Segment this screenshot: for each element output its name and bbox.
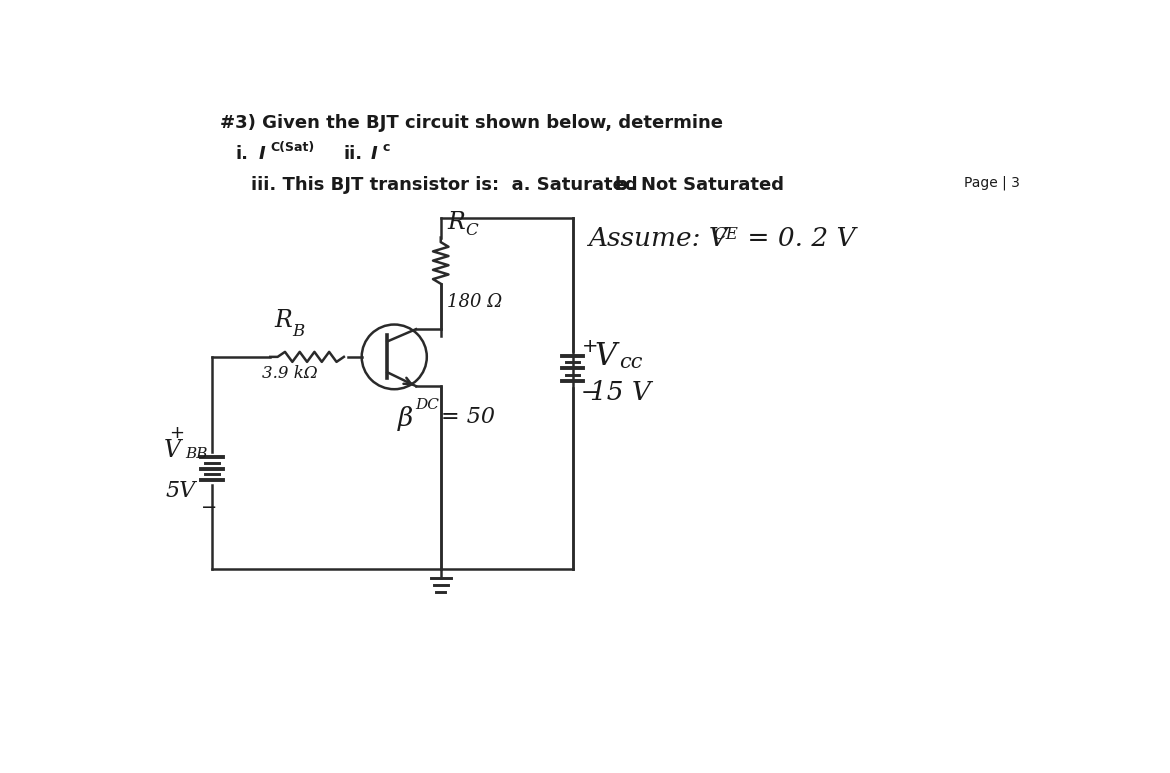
Text: #3) Given the BJT circuit shown below, determine: #3) Given the BJT circuit shown below, d… xyxy=(220,114,723,132)
Text: BB: BB xyxy=(185,447,207,461)
Text: R: R xyxy=(447,211,464,233)
Text: b. Not Saturated: b. Not Saturated xyxy=(615,176,784,194)
Text: −: − xyxy=(200,498,216,517)
Text: cc: cc xyxy=(619,353,642,372)
Text: = 0. 2 V: = 0. 2 V xyxy=(739,226,855,251)
Text: 15 V: 15 V xyxy=(590,380,651,405)
Text: Assume: V: Assume: V xyxy=(589,226,728,251)
Text: −: − xyxy=(580,383,599,403)
Text: ii.: ii. xyxy=(344,145,363,163)
Text: I: I xyxy=(371,145,378,163)
Text: β: β xyxy=(398,406,413,431)
Text: +: + xyxy=(170,424,185,442)
Text: V: V xyxy=(594,342,617,373)
Text: 180 Ω: 180 Ω xyxy=(447,293,502,311)
Text: V: V xyxy=(164,439,181,462)
Text: C(Sat): C(Sat) xyxy=(270,141,315,155)
Text: C: C xyxy=(466,222,479,239)
Text: 3.9 kΩ: 3.9 kΩ xyxy=(262,365,318,382)
Text: DC: DC xyxy=(415,398,439,413)
Text: iii. This BJT transistor is:  a. Saturated: iii. This BJT transistor is: a. Saturate… xyxy=(250,176,638,194)
Text: Page | 3: Page | 3 xyxy=(964,176,1020,190)
Text: R: R xyxy=(274,309,291,332)
Text: +: + xyxy=(581,337,598,356)
Text: c: c xyxy=(383,141,390,155)
Text: = 50: = 50 xyxy=(441,406,495,428)
Text: i.: i. xyxy=(235,145,248,163)
Text: B: B xyxy=(292,323,305,340)
Text: CE: CE xyxy=(714,226,738,243)
Text: 5V: 5V xyxy=(166,480,195,502)
Text: I: I xyxy=(259,145,266,163)
